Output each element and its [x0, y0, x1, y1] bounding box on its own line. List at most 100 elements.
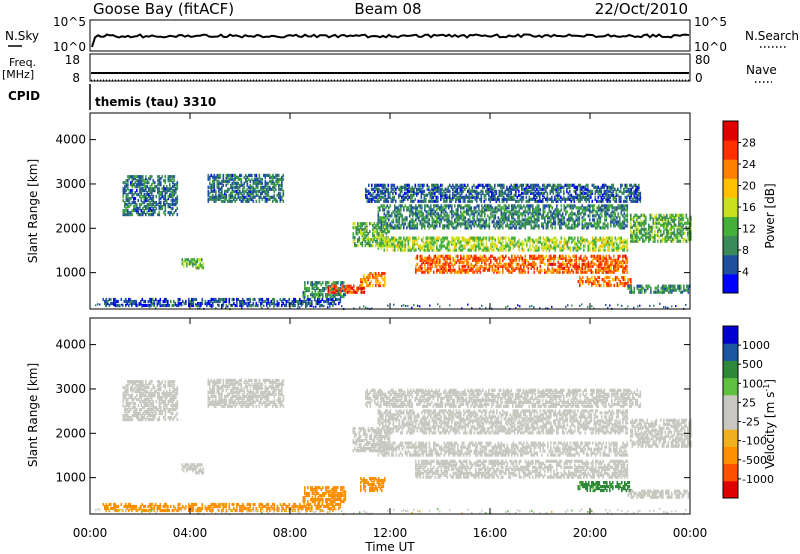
data-cell	[625, 214, 627, 218]
data-cell	[614, 236, 617, 240]
data-cell	[593, 248, 596, 252]
data-cell	[431, 210, 434, 214]
data-cell	[148, 193, 150, 197]
data-cell	[575, 254, 578, 258]
data-cell	[456, 195, 459, 199]
data-cell	[125, 207, 128, 211]
data-cell	[230, 183, 232, 187]
data-cell	[639, 223, 641, 227]
data-cell	[125, 197, 128, 201]
data-cell	[340, 281, 342, 285]
data-cell	[458, 222, 461, 226]
data-cell	[222, 177, 225, 181]
data-cell	[494, 258, 497, 262]
data-cell	[506, 224, 509, 228]
data-cell	[456, 191, 459, 195]
data-cell	[336, 288, 339, 292]
data-cell	[134, 197, 137, 201]
data-cell	[260, 297, 262, 302]
data-cell	[172, 193, 174, 197]
data-cell	[182, 299, 184, 304]
data-cell	[432, 187, 435, 191]
data-cell	[443, 189, 445, 193]
data-cell	[498, 193, 501, 197]
data-cell	[496, 246, 498, 250]
data-cell	[582, 280, 584, 284]
data-cell	[494, 242, 497, 246]
data-cell	[249, 297, 252, 302]
data-cell	[249, 179, 252, 183]
data-cell	[524, 224, 527, 228]
data-cell	[655, 215, 658, 219]
data-cell	[392, 220, 395, 224]
data-cell	[544, 256, 546, 260]
data-cell	[485, 206, 488, 210]
data-cell	[464, 222, 467, 226]
data-cell	[675, 235, 677, 239]
data-cell	[404, 218, 407, 222]
data-cell	[658, 235, 661, 239]
data-cell	[419, 220, 422, 224]
data-cell	[350, 290, 352, 294]
data-cell	[260, 301, 262, 306]
data-cell	[356, 288, 358, 292]
data-cell	[391, 220, 393, 224]
data-cell	[281, 299, 283, 304]
data-cell	[491, 206, 494, 210]
data-cell	[568, 220, 570, 224]
data-cell	[550, 270, 552, 274]
data-cell	[467, 256, 470, 260]
data-cell	[533, 246, 536, 250]
data-cell	[581, 204, 584, 208]
data-cell	[497, 222, 500, 226]
data-cell	[496, 222, 498, 226]
data-cell	[527, 216, 530, 220]
data-cell	[609, 282, 611, 286]
data-cell	[559, 262, 561, 266]
data-cell	[263, 299, 265, 304]
data-cell	[568, 258, 570, 262]
data-cell	[452, 268, 455, 272]
data-cell	[430, 240, 432, 244]
data-cell	[375, 226, 377, 230]
data-cell	[584, 212, 587, 216]
data-cell	[366, 276, 368, 280]
data-cell	[392, 191, 394, 195]
data-cell	[167, 203, 170, 207]
data-cell	[343, 289, 345, 293]
data-cell	[623, 240, 626, 244]
data-cell	[415, 226, 417, 230]
data-cell	[569, 206, 572, 210]
data-cell	[433, 212, 435, 216]
data-cell	[497, 197, 499, 201]
data-cell	[577, 218, 579, 222]
data-cell	[568, 260, 570, 264]
data-cell	[473, 248, 476, 252]
data-cell	[583, 224, 585, 228]
data-cell	[320, 299, 322, 304]
data-cell	[444, 191, 447, 195]
data-cell	[453, 189, 456, 193]
data-cell	[580, 280, 583, 284]
data-cell	[666, 225, 668, 229]
data-cell	[380, 226, 383, 230]
data-cell	[377, 187, 379, 191]
data-cell	[608, 266, 611, 270]
data-cell	[419, 189, 421, 193]
data-cell	[491, 195, 493, 199]
data-cell	[548, 216, 551, 220]
data-cell	[498, 191, 501, 195]
data-cell	[249, 173, 252, 177]
data-cell	[595, 283, 598, 288]
data-cell	[458, 240, 461, 244]
data-cell	[460, 270, 462, 274]
data-cell	[428, 262, 431, 266]
data-cell	[596, 222, 599, 226]
nsearch-label: N.Search	[745, 29, 799, 43]
data-cell	[592, 214, 594, 218]
data-cell	[571, 226, 573, 230]
data-cell	[547, 246, 549, 250]
data-cell	[658, 227, 661, 231]
data-cell	[592, 206, 594, 210]
